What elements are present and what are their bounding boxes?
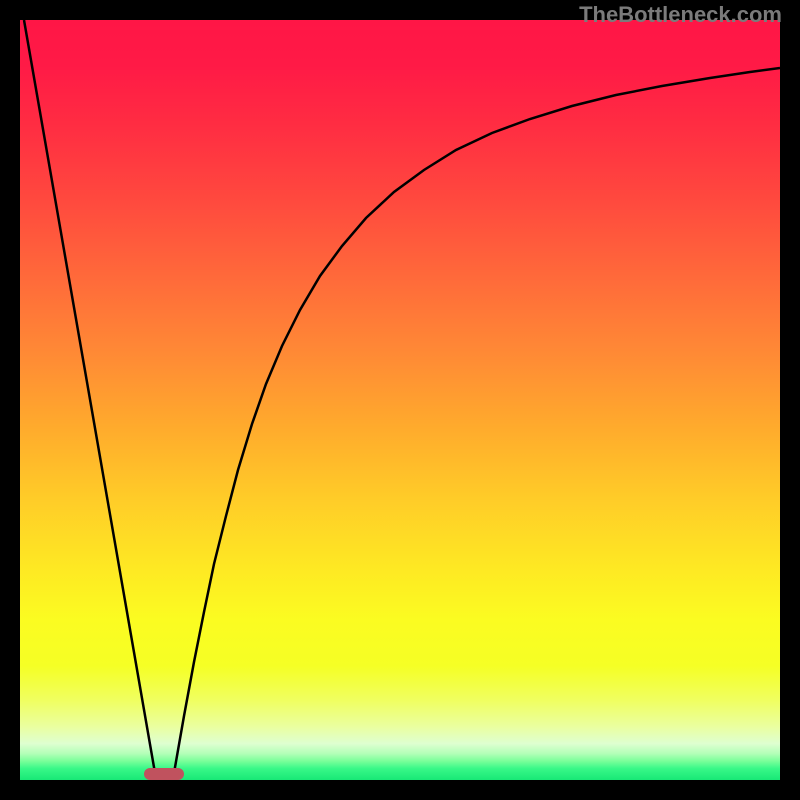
bottleneck-chart bbox=[0, 0, 800, 800]
gradient-background bbox=[20, 20, 780, 780]
optimal-marker bbox=[144, 768, 184, 780]
chart-container: TheBottleneck.com bbox=[0, 0, 800, 800]
watermark-text: TheBottleneck.com bbox=[579, 2, 782, 28]
